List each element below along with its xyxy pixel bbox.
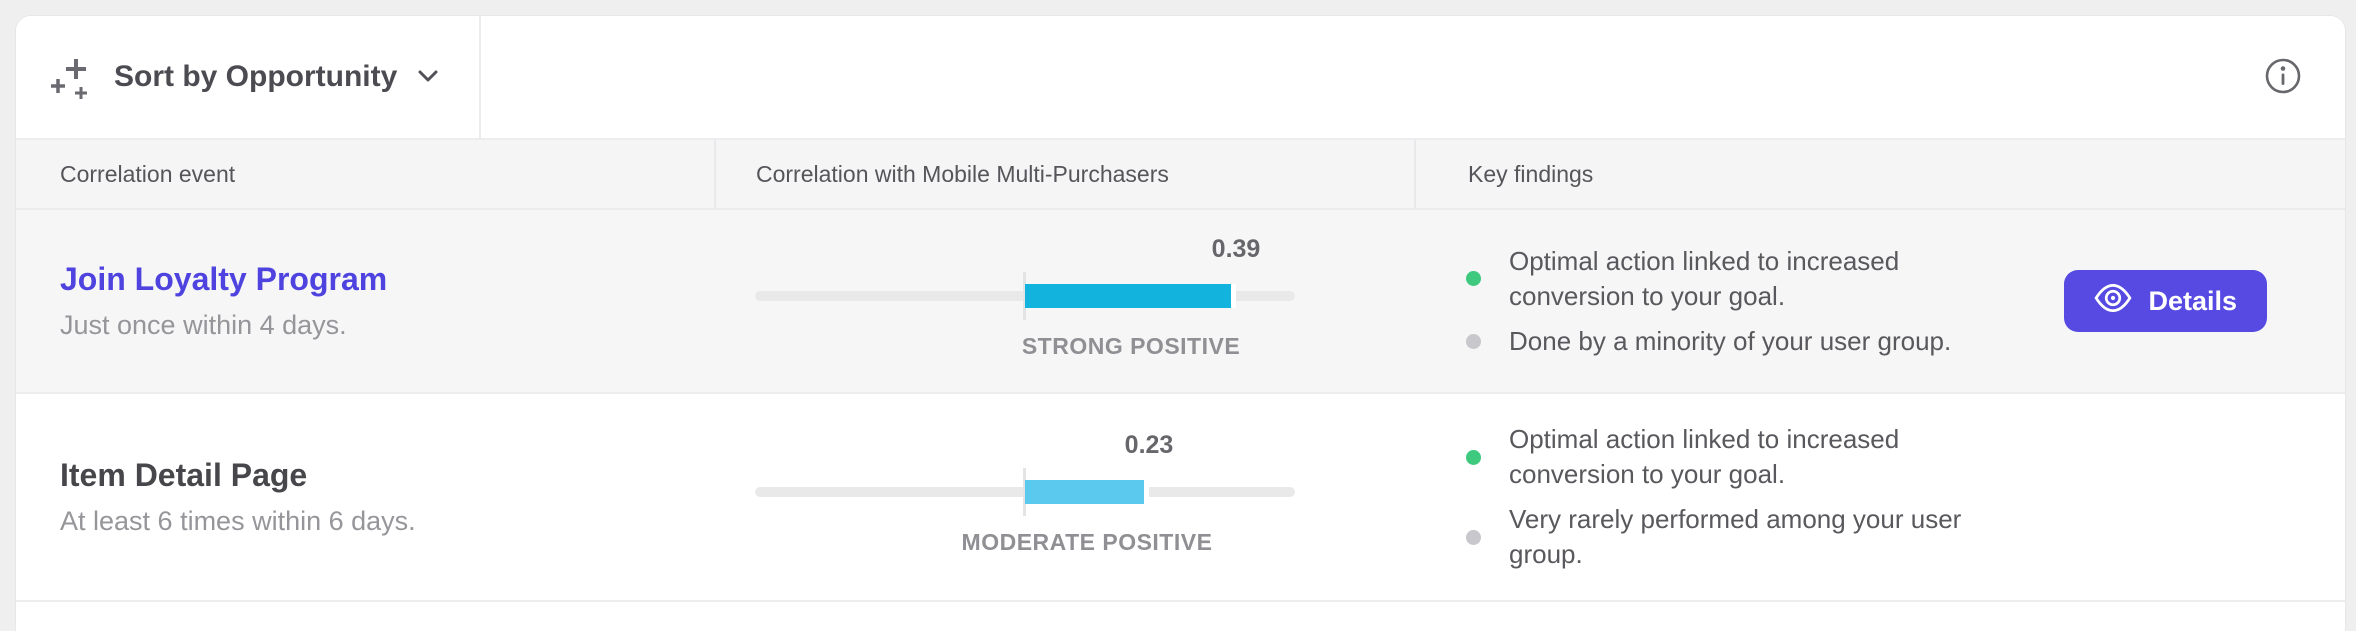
event-cell: Join Loyalty Program Just once within 4 … xyxy=(16,261,714,341)
finding-text: Optimal action linked to increased conve… xyxy=(1509,245,1900,311)
finding-text: Optimal action linked to increased conve… xyxy=(1509,424,1900,489)
correlation-strength-label: MODERATE POSITIVE xyxy=(961,529,1213,555)
info-icon xyxy=(2264,58,2302,98)
event-title: Item Detail Page xyxy=(60,457,308,493)
key-findings-cell: Optimal action linked to increased conve… xyxy=(1414,422,2034,572)
column-header-key-findings: Key findings xyxy=(1414,140,2345,208)
correlation-strength-label: STRONG POSITIVE xyxy=(1021,333,1241,359)
correlation-value: 0.39 xyxy=(1211,235,1261,263)
finding-item: Done by a minority of your user group. xyxy=(1466,324,2034,359)
details-button-label: Details xyxy=(2148,285,2237,316)
eye-icon xyxy=(2094,283,2132,319)
sparkles-icon xyxy=(48,52,96,103)
table-header: Correlation event Correlation with Mobil… xyxy=(16,140,2345,210)
finding-text: Very rarely performed among your user gr… xyxy=(1509,504,1962,569)
correlation-bar xyxy=(1025,480,1149,504)
next-row-partial xyxy=(16,602,2345,631)
event-frequency: At least 6 times within 6 days. xyxy=(60,506,416,536)
toolbar: Sort by Opportunity xyxy=(16,16,2345,140)
finding-item: Optimal action linked to increased conve… xyxy=(1466,244,2034,314)
finding-text: Done by a minority of your user group. xyxy=(1509,325,1952,356)
correlation-bar xyxy=(1025,284,1236,308)
event-frequency: Just once within 4 days. xyxy=(60,310,347,340)
correlation-zero-tick xyxy=(1023,468,1026,516)
finding-item: Optimal action linked to increased conve… xyxy=(1466,422,2034,492)
column-header-correlation-target: Correlation with Mobile Multi-Purchasers xyxy=(714,140,1414,208)
finding-status-dot xyxy=(1466,271,1481,286)
table-row-join-loyalty-program[interactable]: Join Loyalty Program Just once within 4 … xyxy=(16,210,2345,394)
finding-status-dot xyxy=(1466,333,1481,349)
correlation-value: 0.23 xyxy=(1124,431,1174,459)
correlation-cell: 0.23 MODERATE POSITIVE xyxy=(714,429,1414,565)
chevron-down-icon xyxy=(417,69,439,86)
correlation-slider: 0.23 MODERATE POSITIVE xyxy=(755,429,1295,565)
key-findings-cell: Optimal action linked to increased conve… xyxy=(1414,244,2034,359)
details-button[interactable]: Details xyxy=(2064,270,2267,332)
correlations-panel: Sort by Opportunity Correlation event Co… xyxy=(15,15,2346,631)
correlation-zero-tick xyxy=(1023,272,1026,320)
sort-dropdown[interactable]: Sort by Opportunity xyxy=(16,16,481,138)
sort-dropdown-label: Sort by Opportunity xyxy=(114,60,398,93)
event-link[interactable]: Join Loyalty Program xyxy=(60,261,388,297)
finding-status-dot xyxy=(1466,529,1481,545)
finding-status-dot xyxy=(1466,449,1481,465)
table-row-item-detail-page[interactable]: Item Detail Page At least 6 times within… xyxy=(16,394,2345,602)
correlation-cell: 0.39 STRONG POSITIVE xyxy=(714,233,1414,369)
column-header-correlation-event: Correlation event xyxy=(60,160,236,187)
info-button[interactable] xyxy=(2263,57,2303,97)
event-cell: Item Detail Page At least 6 times within… xyxy=(16,457,714,537)
correlation-slider: 0.39 STRONG POSITIVE xyxy=(755,233,1295,369)
finding-item: Very rarely performed among your user gr… xyxy=(1466,502,2034,572)
